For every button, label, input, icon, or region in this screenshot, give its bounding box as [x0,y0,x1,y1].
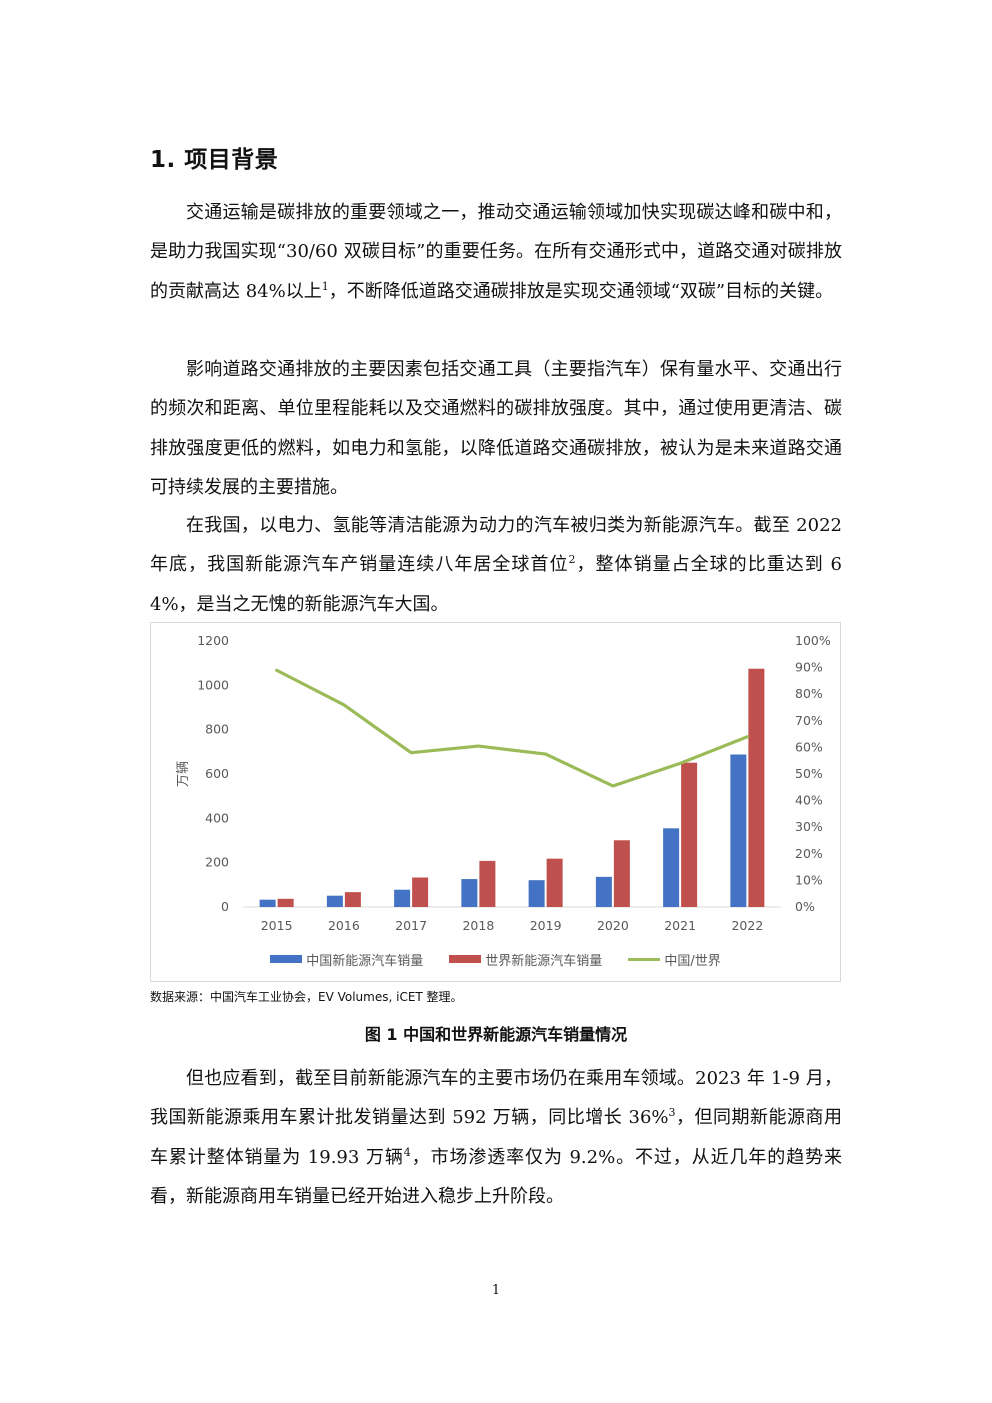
y2-tick-label: 10% [795,872,823,887]
bar-china [259,899,276,907]
page-number: 1 [491,1283,501,1298]
y-tick-label: 1000 [197,677,229,692]
bar-world [479,860,496,907]
footnote-ref: 3 [668,1106,676,1120]
legend-swatch [449,955,482,963]
y2-tick-label: 60% [795,739,823,754]
ratio-line [275,668,749,788]
bar-world [681,762,698,907]
y2-tick-label: 0% [795,899,815,914]
bar-world [277,898,294,907]
y-tick-label: 600 [205,766,229,781]
bar-world [546,858,563,907]
chart-legend: 中国新能源汽车销量 世界新能源汽车销量 中国/世界 [151,948,840,970]
y2-tick-label: 70% [795,713,823,728]
y2-tick-label: 80% [795,686,823,701]
x-tick-label: 2017 [395,918,427,933]
section-heading: 1. 项目背景 [150,147,279,173]
bar-china [663,828,680,907]
bar-world [748,668,765,907]
y-tick-label: 200 [205,855,229,870]
legend-swatch [628,957,661,961]
bar-china [595,876,612,907]
y-tick-label: 400 [205,810,229,825]
chart-svg: 0 200 400 600 800 1000 1200 0% 10% 20% 30% 40% 50% 60… [176,633,831,933]
y2-tick-label: 30% [795,819,823,834]
bar-china [461,879,478,907]
x-tick-label: 2020 [597,918,629,933]
y2-tick-label: 100% [795,633,831,648]
legend-item-world: 世界新能源汽车销量 [449,948,602,970]
legend-item-ratio: 中国/世界 [628,948,721,970]
legend-item-china: 中国新能源汽车销量 [270,948,423,970]
footnote-ref: 1 [321,279,329,293]
bar-world [412,877,429,907]
paragraph-1: 交通运输是碳排放的重要领域之一，推动交通运输领域加快实现碳达峰和碳中和，是助力我… [150,202,842,302]
y2-tick-label: 40% [795,793,823,808]
y2-tick-label: 90% [795,660,823,675]
y-tick-label: 800 [205,722,229,737]
legend-swatch [270,955,303,963]
y2-tick-label: 20% [795,846,823,861]
x-tick-label: 2016 [328,918,360,933]
x-tick-label: 2015 [261,918,293,933]
bar-world [344,892,361,907]
footnote-ref: 2 [568,553,576,567]
y-tick-label: 0 [221,899,229,914]
x-tick-label: 2018 [462,918,494,933]
figure-caption: 图 1 中国和世界新能源汽车销量情况 [364,1025,628,1044]
paragraph-3: 在我国，以电力、氢能等清洁能源为动力的汽车被归类为新能源汽车。截至 2022 年… [150,515,842,615]
data-source-note: 数据来源：中国汽车工业协会，EV Volumes, iCET 整理。 [150,990,463,1004]
sales-chart: 0 200 400 600 800 1000 1200 0% 10% 20% 30% 40% 50% 60… [150,622,841,982]
bar-china [326,895,343,907]
y-tick-label: 1200 [197,633,229,648]
bar-china [730,754,747,907]
paragraph-2: 影响道路交通排放的主要因素包括交通工具（主要指汽车）保有量水平、交通出行的频次和… [150,359,842,498]
bar-china [528,880,545,907]
bar-china [394,889,411,907]
y2-tick-label: 50% [795,766,823,781]
x-tick-label: 2019 [530,918,562,933]
y-axis-label: 万辆 [176,761,191,787]
x-tick-label: 2022 [731,918,763,933]
paragraph-4: 但也应看到，截至目前新能源汽车的主要市场仍在乘用车领域。2023 年 1-9 月… [150,1068,843,1207]
x-tick-label: 2021 [664,918,696,933]
bar-world [613,840,630,907]
footnote-ref: 4 [403,1145,411,1159]
